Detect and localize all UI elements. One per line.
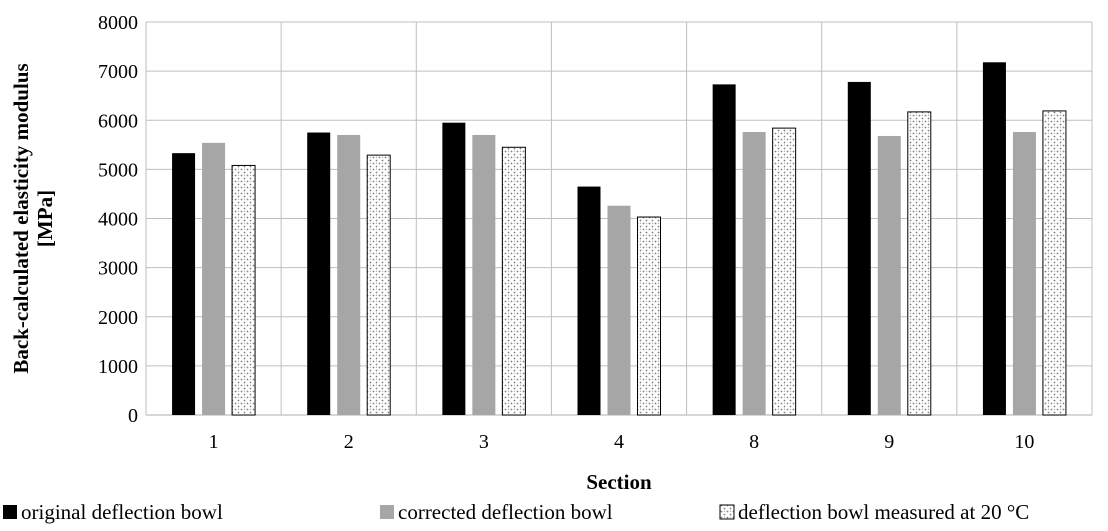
- y-tick-label: 7000: [98, 61, 138, 83]
- legend-label: deflection bowl measured at 20 °C: [738, 500, 1029, 524]
- y-axis-title-line-1: Back-calculated elasticity modulus: [9, 63, 33, 373]
- bar: [607, 205, 631, 415]
- y-tick-label: 2000: [98, 307, 138, 329]
- x-tick-label: 2: [344, 431, 354, 453]
- legend-label: original deflection bowl: [21, 500, 223, 524]
- bar: [712, 84, 736, 416]
- bar: [442, 122, 466, 416]
- bar: [231, 164, 256, 416]
- legend-swatch: [719, 504, 735, 520]
- x-axis-ticks: 1 2 3 4 8 9 10: [209, 431, 1035, 453]
- bar: [1042, 110, 1067, 416]
- y-tick-label: 5000: [98, 159, 138, 181]
- y-tick-label: 1000: [98, 356, 138, 378]
- legend: original deflection bowl corrected deflec…: [3, 500, 1029, 524]
- bar: [1012, 132, 1036, 416]
- x-tick-label: 3: [479, 431, 489, 453]
- x-tick-label: 8: [749, 431, 759, 453]
- y-tick-label: 3000: [98, 258, 138, 280]
- x-tick-label: 9: [884, 431, 894, 453]
- bar: [772, 127, 797, 416]
- x-axis-title: Section: [586, 470, 652, 494]
- x-tick-label: 4: [614, 431, 624, 453]
- x-tick-label: 1: [209, 431, 219, 453]
- bars: [172, 62, 1067, 416]
- legend-label: corrected deflection bowl: [398, 500, 613, 524]
- bar: [307, 132, 331, 415]
- y-axis-title-line-2: [MPa]: [33, 190, 57, 247]
- bar: [501, 146, 526, 416]
- y-tick-label: 4000: [98, 209, 138, 231]
- bar: [472, 134, 496, 416]
- bar: [742, 132, 766, 416]
- bar: [847, 81, 871, 416]
- bar: [637, 216, 661, 416]
- bar: [982, 62, 1006, 415]
- x-tick-label: 10: [1014, 431, 1034, 453]
- y-tick-label: 8000: [98, 12, 138, 34]
- bar: [577, 186, 601, 415]
- legend-swatch: [3, 505, 17, 519]
- bar: [172, 153, 196, 415]
- bar: [202, 142, 226, 415]
- y-tick-label: 6000: [98, 110, 138, 132]
- bar: [366, 154, 391, 416]
- y-axis-ticks: 0 1000 2000 3000 4000 5000 6000 7000 8000: [98, 12, 138, 427]
- bar: [877, 135, 901, 415]
- legend-swatch: [380, 505, 394, 519]
- bar: [907, 111, 932, 416]
- bar: [337, 134, 361, 416]
- y-tick-label: 0: [128, 405, 138, 427]
